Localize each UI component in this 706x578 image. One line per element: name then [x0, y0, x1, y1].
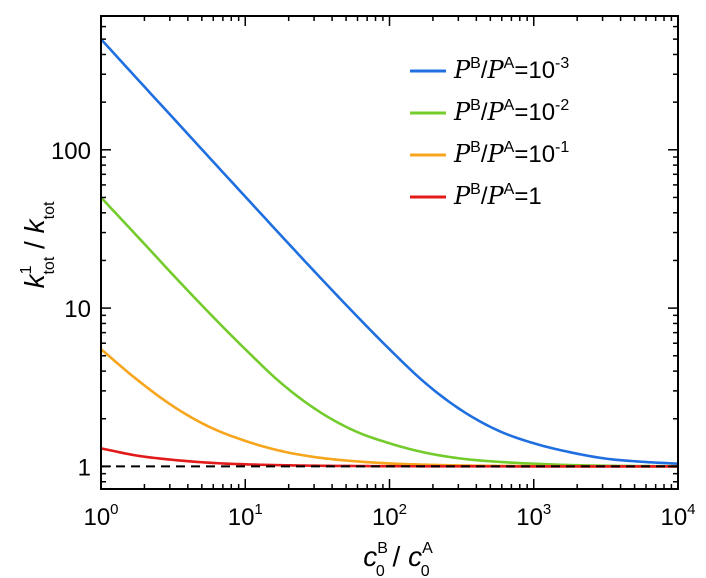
- ticks-layer: [100, 15, 679, 489]
- y-tick-label: 10: [64, 296, 91, 323]
- series-line-3: [100, 348, 679, 468]
- series-line-1: [100, 38, 679, 466]
- plot-frame: [100, 15, 679, 490]
- x-tick-label: 101: [228, 501, 263, 531]
- legend-entry: PB/PA=10-1: [453, 139, 569, 168]
- legend: PB/PA=10-3 PB/PA=10-2 PB/PA=10-1 PB/PA=1: [410, 55, 569, 210]
- x-tick-label: 100: [83, 501, 118, 531]
- y-axis-label: k1 tot / ktot: [18, 201, 58, 288]
- x-axis-label: cB 0 / cA 0: [363, 540, 433, 578]
- y-tick-label: 100: [51, 138, 91, 165]
- series-line-2: [100, 196, 679, 468]
- x-tick-label: 102: [372, 501, 407, 531]
- tick-labels-layer: 100 101 102 103 104 1 10 100: [51, 138, 696, 531]
- x-tick-label: 104: [660, 501, 695, 531]
- legend-entry: PB/PA=10-2: [453, 97, 569, 126]
- series-layer: [100, 38, 679, 468]
- legend-entry: PB/PA=1: [453, 181, 542, 210]
- legend-entry: PB/PA=10-3: [453, 55, 569, 84]
- x-tick-label: 103: [516, 501, 551, 531]
- y-tick-label: 1: [78, 454, 91, 481]
